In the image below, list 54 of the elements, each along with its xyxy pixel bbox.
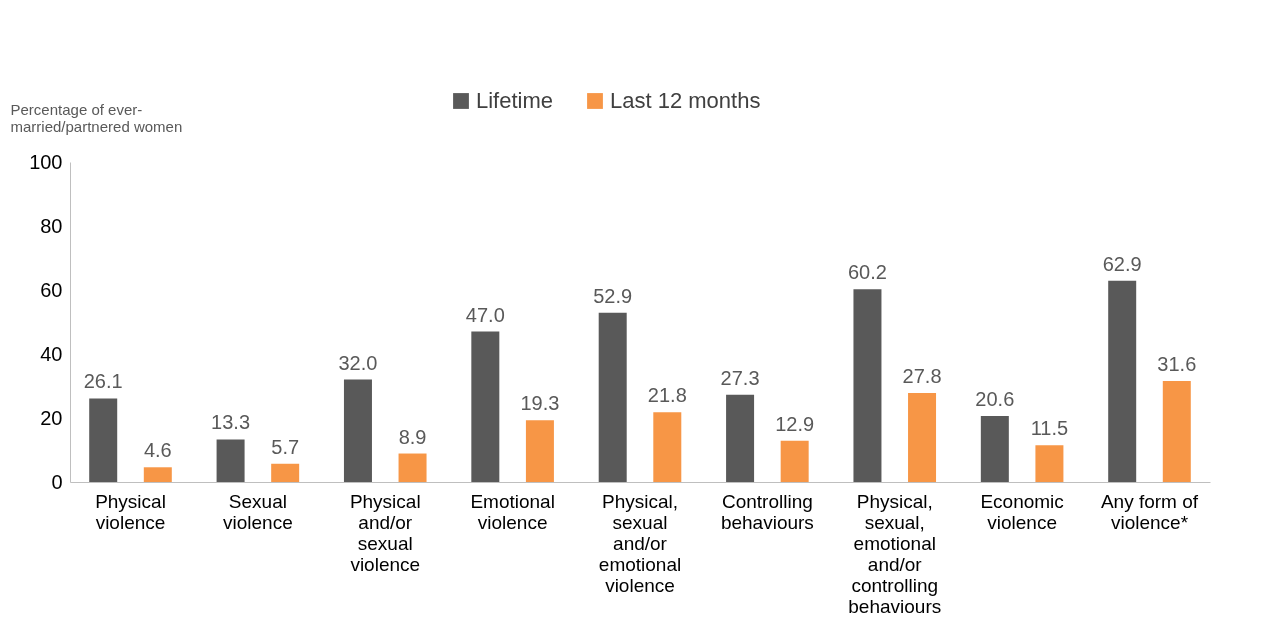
data-label: 26.1 xyxy=(83,370,123,393)
y-tick-label: 20 xyxy=(40,406,63,429)
bar xyxy=(216,439,245,482)
bar xyxy=(780,440,809,482)
bar xyxy=(1162,380,1191,482)
x-tick-label: Physical and/or sexual violence xyxy=(349,490,421,575)
x-tick-label: Physical violence xyxy=(95,490,166,533)
bar xyxy=(398,453,427,482)
data-label: 27.3 xyxy=(720,366,760,389)
x-tick-label: Economic violence xyxy=(980,490,1064,533)
x-tick-label: Controlling behaviours xyxy=(720,490,814,533)
bar xyxy=(653,412,682,482)
data-label: 21.8 xyxy=(647,384,687,407)
data-label: 31.6 xyxy=(1157,352,1197,375)
bar xyxy=(726,394,755,482)
bar xyxy=(598,312,627,482)
bar xyxy=(980,416,1009,482)
data-label: 13.3 xyxy=(211,411,251,434)
y-tick-label: 100 xyxy=(29,150,63,173)
legend-label: Last 12 months xyxy=(610,88,761,113)
bar xyxy=(1035,445,1064,482)
bar xyxy=(271,463,300,482)
bar xyxy=(143,467,172,482)
y-tick-label: 0 xyxy=(51,470,63,493)
data-label: 52.9 xyxy=(593,284,633,307)
x-tick-label: Physical, sexual and/or emotional violence xyxy=(598,490,682,596)
bar xyxy=(89,398,118,482)
x-tick-label: Any form of violence* xyxy=(1100,490,1199,533)
x-tick-label: Physical, sexual, emotional and/or controlling behaviours xyxy=(848,490,942,617)
y-tick-label: 80 xyxy=(40,214,63,237)
legend-label: Lifetime xyxy=(476,88,554,113)
bar xyxy=(343,379,372,482)
x-tick-label: Emotional violence xyxy=(470,490,555,533)
data-label: 12.9 xyxy=(775,412,815,435)
bar xyxy=(908,393,937,482)
data-label: 60.2 xyxy=(847,261,887,284)
data-label: 11.5 xyxy=(1030,417,1069,440)
y-tick-label: 60 xyxy=(40,278,63,301)
data-label: 62.9 xyxy=(1102,252,1142,275)
bar xyxy=(471,331,500,482)
y-axis-title: Percentage of ever-married/partnered women xyxy=(10,100,183,135)
bar xyxy=(1108,280,1137,482)
data-label: 32.0 xyxy=(338,351,378,374)
y-tick-label: 40 xyxy=(40,342,63,365)
data-label: 19.3 xyxy=(520,392,560,415)
x-tick-label: Sexual violence xyxy=(223,490,293,533)
data-label: 8.9 xyxy=(398,425,427,448)
data-label: 4.6 xyxy=(143,439,172,462)
data-label: 5.7 xyxy=(271,435,300,458)
bar xyxy=(525,420,554,482)
bar xyxy=(853,289,882,482)
data-label: 27.8 xyxy=(902,365,942,388)
data-label: 20.6 xyxy=(975,388,1015,411)
data-label: 47.0 xyxy=(465,303,505,326)
